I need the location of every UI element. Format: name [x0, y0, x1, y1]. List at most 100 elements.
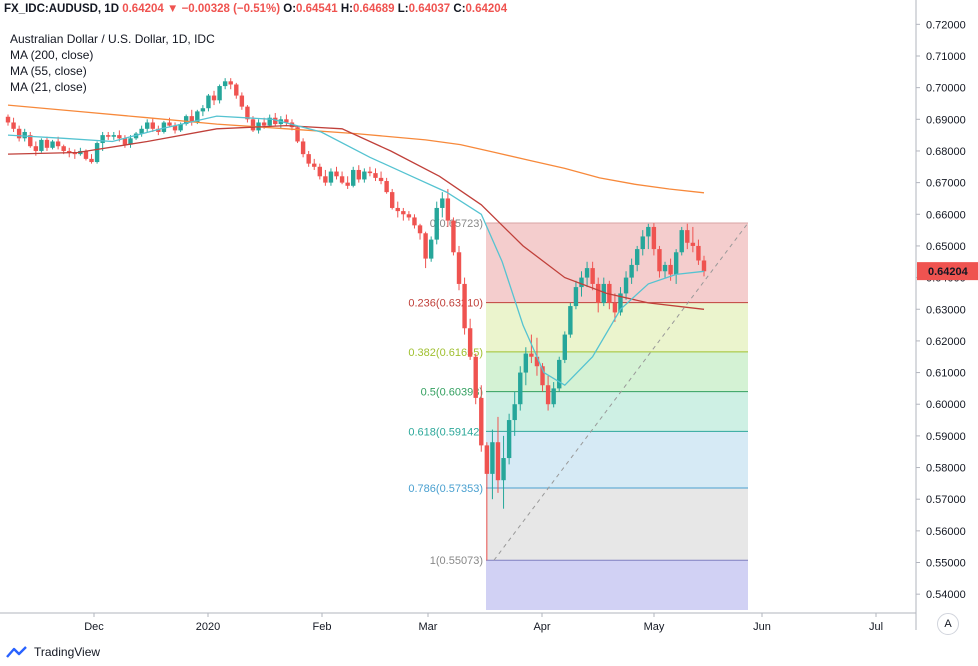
candle-body — [345, 182, 350, 186]
candle-body — [389, 192, 395, 208]
high-label: H: — [340, 3, 353, 15]
candle-body — [228, 81, 233, 85]
candle-body — [373, 173, 378, 178]
candle-body — [640, 236, 645, 250]
candle-body — [601, 283, 606, 303]
candle-body — [501, 458, 506, 481]
candle-body — [328, 171, 334, 183]
price-axis-label: 0.69000 — [926, 114, 966, 126]
tradingview-logo-icon — [6, 646, 27, 658]
candle-body — [323, 176, 328, 183]
candle-body — [690, 242, 696, 246]
candle-body — [662, 264, 668, 272]
candle-body — [295, 127, 300, 142]
candle-body — [217, 86, 222, 101]
candle-body — [685, 230, 690, 243]
fib-trend-line — [493, 222, 749, 561]
price-axis-label: 0.59000 — [926, 431, 966, 443]
candle-body — [367, 171, 373, 174]
close-value: 0.64204 — [465, 3, 508, 15]
candle-body — [518, 372, 523, 405]
time-axis-label: Mar — [419, 621, 438, 633]
time-axis-label: Dec — [84, 621, 104, 633]
candle-body — [16, 128, 22, 139]
legend-ma21[interactable]: MA (21, close) — [10, 80, 87, 94]
time-axis-label: 2020 — [196, 621, 220, 633]
time-axis-label: Jul — [869, 621, 883, 633]
price-axis-label: 0.70000 — [926, 83, 966, 95]
candle-body — [434, 207, 439, 240]
price-change: −0.00328 (−0.51%) — [181, 3, 281, 15]
candle-body — [646, 226, 651, 237]
candle-body — [540, 366, 545, 386]
candle-body — [356, 169, 361, 180]
candle-body — [657, 249, 662, 272]
candle-body — [545, 385, 551, 405]
price-axis-label: 0.61000 — [926, 368, 966, 380]
candle-body — [156, 128, 161, 132]
symbol-header: FX_IDC:AUDUSD, 1D 0.64204 ▼ −0.00328 (−0… — [4, 3, 507, 15]
legend-ma200[interactable]: MA (200, close) — [10, 48, 94, 62]
fib-level-label: 0(0.65723) — [430, 218, 483, 230]
candle-body — [701, 260, 707, 272]
candle-body — [22, 131, 27, 139]
candle-body — [239, 95, 245, 107]
candle-body — [189, 116, 194, 123]
fib-level-label: 0.618(0.59142) — [408, 426, 483, 438]
legend-title: Australian Dollar / U.S. Dollar, 1D, IDC — [10, 32, 215, 46]
candle-body — [28, 135, 33, 147]
candle-body — [651, 226, 657, 250]
auto-scale-button[interactable]: A — [937, 613, 959, 635]
price-axis-label: 0.63000 — [926, 304, 966, 316]
time-axis-label: May — [644, 621, 665, 633]
candle-body — [150, 122, 155, 129]
candle-body — [100, 135, 105, 144]
candle-body — [61, 146, 66, 151]
fib-zone — [486, 223, 748, 303]
candle-body — [451, 220, 456, 253]
price-axis-label: 0.72000 — [926, 19, 966, 31]
candle-body — [106, 135, 111, 137]
open-value: 0.64541 — [296, 3, 338, 15]
close-label: C: — [453, 3, 466, 15]
candle-body — [629, 264, 634, 278]
candle-body — [128, 138, 133, 145]
candle-body — [284, 119, 289, 123]
candle-body — [512, 404, 517, 421]
fib-zone — [486, 351, 748, 392]
price-axis-label: 0.65000 — [926, 241, 966, 253]
candle-body — [300, 141, 306, 155]
candle-body — [579, 277, 584, 288]
time-axis-label: Feb — [313, 621, 332, 633]
candle-body — [456, 252, 462, 284]
legend-ma55[interactable]: MA (55, close) — [10, 64, 87, 78]
candle-body — [506, 420, 512, 459]
candle-body — [306, 154, 311, 164]
ma21-line — [7, 115, 705, 387]
candle-body — [195, 111, 200, 123]
fib-level-label: 0.786(0.57353) — [408, 483, 483, 495]
candle-body — [495, 442, 501, 481]
price-axis-label: 0.58000 — [926, 463, 966, 475]
candle-body — [250, 119, 256, 131]
fib-zone — [486, 391, 748, 432]
price-axis-label: 0.54000 — [926, 589, 966, 601]
low-value: 0.64037 — [408, 3, 451, 15]
candle-body — [261, 122, 267, 126]
candle-body — [673, 252, 679, 275]
candle-body — [417, 225, 423, 234]
price-axis-label: 0.60000 — [926, 399, 966, 411]
chart-canvas[interactable]: 0(0.65723) 0.236(0.63210) 0.382(0.61655) 0.… — [0, 0, 978, 640]
candle-body — [395, 207, 400, 212]
candle-body — [462, 283, 467, 329]
chart-legend: Australian Dollar / U.S. Dollar, 1D, IDC… — [10, 31, 215, 95]
symbol-name: FX_IDC:AUDUSD, 1D — [4, 3, 120, 15]
candle-body — [83, 150, 89, 159]
candle-body — [172, 125, 178, 131]
fib-level-label: 0.236(0.63210) — [408, 298, 483, 310]
last-price-axis-label: 0.64204 — [928, 266, 969, 278]
footer-brand[interactable]: TradingView — [6, 645, 100, 659]
candle-body — [206, 95, 211, 109]
ma55-line — [7, 124, 705, 310]
low-label: L: — [397, 3, 409, 15]
